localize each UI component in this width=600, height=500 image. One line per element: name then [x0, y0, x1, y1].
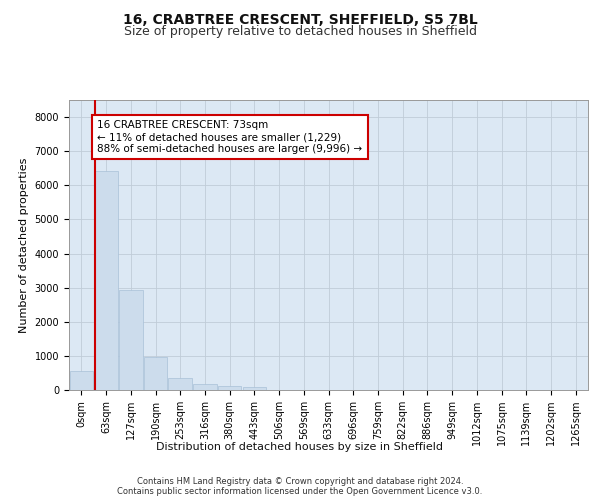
- Text: 16 CRABTREE CRESCENT: 73sqm
← 11% of detached houses are smaller (1,229)
88% of : 16 CRABTREE CRESCENT: 73sqm ← 11% of det…: [97, 120, 362, 154]
- Text: Contains HM Land Registry data © Crown copyright and database right 2024.: Contains HM Land Registry data © Crown c…: [137, 478, 463, 486]
- Text: Contains public sector information licensed under the Open Government Licence v3: Contains public sector information licen…: [118, 488, 482, 496]
- Bar: [218, 386, 241, 390]
- Bar: [144, 356, 167, 390]
- Text: 16, CRABTREE CRESCENT, SHEFFIELD, S5 7BL: 16, CRABTREE CRESCENT, SHEFFIELD, S5 7BL: [122, 12, 478, 26]
- Bar: [169, 378, 192, 390]
- Bar: [119, 290, 143, 390]
- Y-axis label: Number of detached properties: Number of detached properties: [19, 158, 29, 332]
- Bar: [193, 384, 217, 390]
- Bar: [70, 370, 93, 390]
- Bar: [94, 170, 118, 390]
- Text: Size of property relative to detached houses in Sheffield: Size of property relative to detached ho…: [124, 25, 476, 38]
- Text: Distribution of detached houses by size in Sheffield: Distribution of detached houses by size …: [157, 442, 443, 452]
- Bar: [242, 388, 266, 390]
